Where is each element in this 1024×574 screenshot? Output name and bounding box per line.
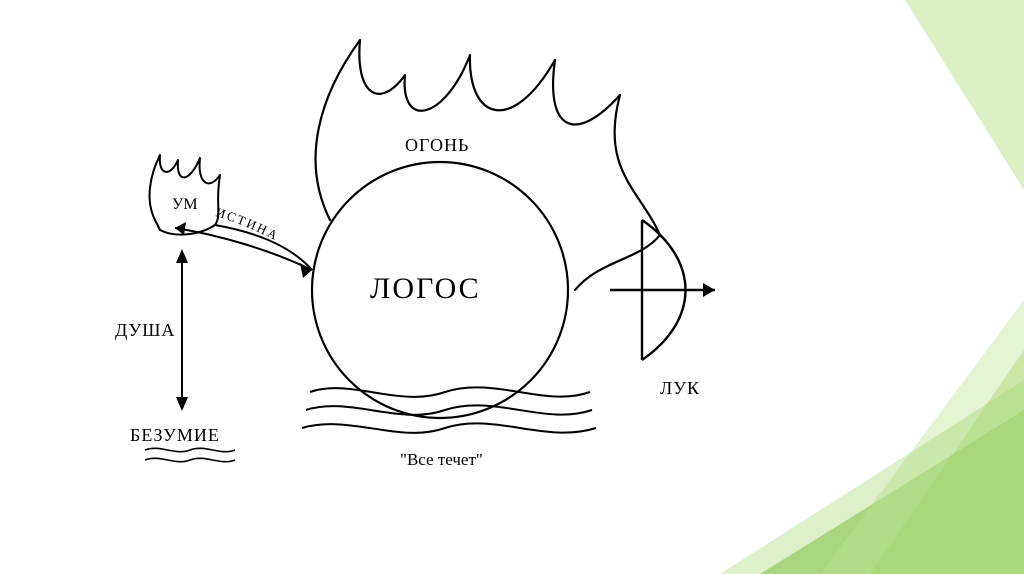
label-flows: "Все течет" [400,450,483,470]
label-bow: ЛУК [660,378,700,399]
truth-arrow-icon [175,225,312,270]
label-soul: ДУША [115,320,175,341]
waves-small-icon [145,448,235,461]
truth-arrowhead-2 [300,263,312,278]
diagram-svg: ИСТИНА [0,0,1024,574]
soul-arrow-icon [176,249,188,411]
flame-small-icon [150,155,220,235]
bow-icon [610,220,715,360]
label-madness: БЕЗУМИЕ [130,425,220,446]
label-mind: УМ [172,196,198,214]
label-logos: ЛОГОС [370,272,481,306]
slide-root: ИСТИНА ЛОГОС ОГОНЬ УМ ДУША БЕЗУМИЕ ЛУК "… [0,0,1024,574]
label-fire: ОГОНЬ [405,135,469,156]
